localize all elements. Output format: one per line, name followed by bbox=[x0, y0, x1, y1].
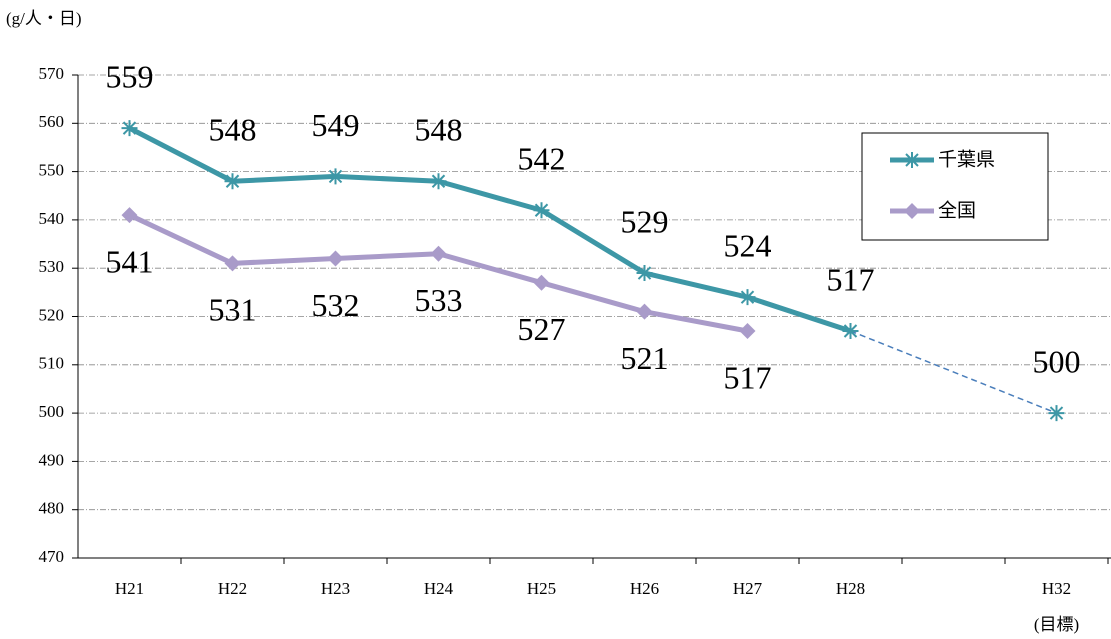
legend-label: 全国 bbox=[938, 200, 976, 222]
y-tick-label: 550 bbox=[39, 161, 65, 180]
x-tick-label: H27 bbox=[733, 579, 763, 598]
x-tick-label: H28 bbox=[836, 579, 865, 598]
x-tick-label: H23 bbox=[321, 579, 350, 598]
marker bbox=[430, 173, 447, 190]
marker bbox=[224, 173, 241, 190]
series-line bbox=[128, 125, 852, 334]
x-tick-label: H32 bbox=[1042, 579, 1071, 598]
marker bbox=[430, 245, 447, 262]
data-label: 549 bbox=[312, 107, 360, 143]
marker bbox=[842, 322, 859, 339]
marker bbox=[904, 203, 920, 219]
x-tick-note: (目標) bbox=[1034, 615, 1079, 634]
projection-line bbox=[850, 330, 1057, 414]
data-label: 542 bbox=[518, 141, 566, 177]
y-tick-label: 570 bbox=[39, 64, 65, 83]
data-label: 500 bbox=[1033, 343, 1081, 379]
marker bbox=[739, 322, 756, 339]
y-tick-label: 500 bbox=[39, 402, 65, 421]
marker bbox=[533, 202, 550, 219]
y-tick-label: 520 bbox=[39, 305, 65, 324]
marker bbox=[636, 303, 653, 320]
x-tick-label: H26 bbox=[630, 579, 659, 598]
x-tick-label: H24 bbox=[424, 579, 454, 598]
marker bbox=[1048, 405, 1065, 422]
data-label: 527 bbox=[518, 311, 566, 347]
x-tick-label: H25 bbox=[527, 579, 556, 598]
y-tick-label: 560 bbox=[39, 112, 65, 131]
legend-box bbox=[861, 132, 1049, 241]
data-label: 517 bbox=[724, 359, 772, 395]
marker bbox=[636, 265, 653, 282]
marker bbox=[327, 168, 344, 185]
data-label: 541 bbox=[106, 243, 154, 279]
data-label: 524 bbox=[724, 228, 772, 264]
data-label: 533 bbox=[415, 282, 463, 318]
data-label: 529 bbox=[621, 203, 669, 239]
data-label: 548 bbox=[209, 112, 257, 148]
marker bbox=[121, 120, 138, 137]
x-tick-label: H22 bbox=[218, 579, 247, 598]
data-label: 531 bbox=[209, 292, 257, 328]
legend-label: 千葉県 bbox=[938, 149, 995, 171]
marker bbox=[327, 250, 344, 267]
y-tick-label: 490 bbox=[39, 450, 65, 469]
y-tick-label: 540 bbox=[39, 209, 65, 228]
marker bbox=[121, 207, 138, 224]
marker bbox=[739, 289, 756, 306]
x-tick-label: H21 bbox=[115, 579, 144, 598]
y-tick-label: 510 bbox=[39, 354, 65, 373]
marker bbox=[904, 152, 920, 168]
y-tick-label: 480 bbox=[39, 499, 65, 518]
marker bbox=[224, 255, 241, 272]
data-label: 521 bbox=[621, 340, 669, 376]
data-label: 548 bbox=[415, 112, 463, 148]
y-tick-label: 530 bbox=[39, 257, 65, 276]
data-label: 559 bbox=[106, 58, 154, 94]
y-axis-label: (g/人・日) bbox=[6, 9, 82, 28]
y-tick-label: 470 bbox=[39, 547, 65, 566]
data-label: 532 bbox=[312, 287, 360, 323]
marker bbox=[533, 274, 550, 291]
data-label: 517 bbox=[827, 261, 875, 297]
